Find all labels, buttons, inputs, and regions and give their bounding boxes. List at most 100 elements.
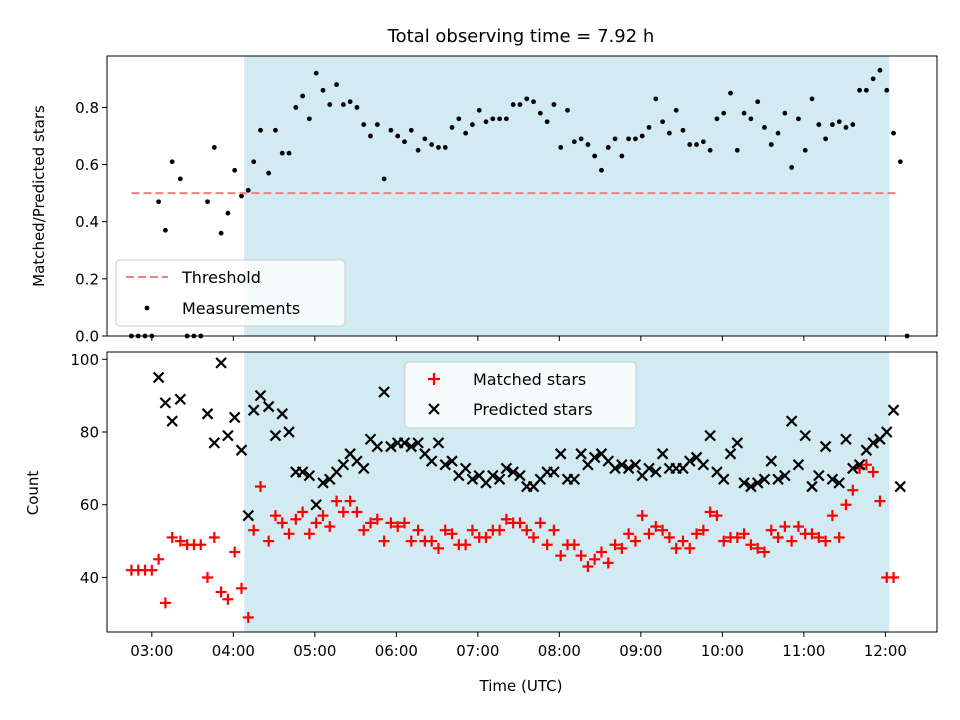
predicted-star-point <box>276 408 289 420</box>
legend-matched-swatch <box>428 373 440 385</box>
measurement-point <box>551 102 557 107</box>
predicted-star-point <box>235 444 248 456</box>
predicted-star-point <box>867 437 879 449</box>
measurement-point <box>313 70 319 76</box>
matched-star-point <box>351 506 363 518</box>
predicted-star-point <box>514 469 526 482</box>
measurement-point <box>734 147 740 153</box>
matched-star-point <box>460 539 472 551</box>
predicted-star-point <box>201 408 214 420</box>
measurement-point <box>884 87 890 93</box>
measurement-point <box>293 105 299 110</box>
matched-star-point <box>283 528 295 540</box>
x-tick-label: 03:00 <box>130 642 173 660</box>
measurement-point <box>368 133 373 139</box>
top-x-ticks <box>151 336 886 341</box>
matched-star-point <box>670 542 682 554</box>
measurement-point <box>483 119 489 125</box>
measurement-point <box>273 127 278 133</box>
predicted-star-point <box>554 448 567 460</box>
matched-star-point <box>548 524 560 536</box>
top-y-ticks: 0.0 0.2 0.4 0.6 0.8 <box>75 99 107 346</box>
matched-star-point <box>745 539 757 551</box>
measurement-point <box>863 87 869 93</box>
measurement-point <box>721 110 727 116</box>
matched-star-point <box>609 539 621 551</box>
matched-star-point <box>153 553 165 565</box>
measurement-point <box>639 133 645 139</box>
matched-star-point <box>568 539 580 551</box>
measurement-point <box>748 116 754 122</box>
measurement-point <box>177 176 183 182</box>
matched-star-point <box>466 524 478 536</box>
measurement-point <box>599 167 604 173</box>
matched-star-point <box>691 528 703 540</box>
predicted-star-point <box>724 448 737 460</box>
y-tick-label: 0.0 <box>75 328 99 346</box>
matched-star-point <box>392 521 404 533</box>
measurement-point <box>524 96 530 102</box>
measurement-point <box>680 127 686 133</box>
matched-star-point <box>623 528 635 540</box>
matched-star-point <box>166 531 178 543</box>
predicted-star-point <box>846 462 859 475</box>
predicted-star-point <box>622 462 635 475</box>
matched-star-point <box>337 506 349 518</box>
measurement-point <box>402 139 407 145</box>
predicted-star-point <box>425 455 438 467</box>
measurement-point <box>347 99 353 105</box>
measurement-point <box>300 93 306 99</box>
matched-star-points <box>125 459 900 623</box>
measurement-point <box>809 96 815 102</box>
predicted-star-point <box>616 458 628 471</box>
top-legend: Threshold Measurements <box>115 259 346 327</box>
matched-star-point <box>310 517 322 529</box>
measurement-point <box>510 102 516 107</box>
matched-star-point <box>643 528 655 540</box>
measurement-point <box>531 99 536 105</box>
measurement-point <box>789 165 795 170</box>
predicted-star-point <box>609 462 621 475</box>
measurement-point <box>728 90 733 96</box>
predicted-star-point <box>405 440 418 453</box>
measurement-point <box>626 136 632 142</box>
predicted-star-point <box>779 469 791 482</box>
measurement-point <box>374 122 380 127</box>
measurement-point <box>605 145 611 150</box>
matched-star-point <box>439 524 451 536</box>
measurement-point <box>768 142 774 147</box>
predicted-star-point <box>398 437 411 449</box>
measurement-point <box>503 116 509 122</box>
measurement-point <box>415 147 421 153</box>
measurement-point <box>653 96 659 102</box>
matched-star-point <box>385 517 397 529</box>
predicted-star-point <box>629 458 642 471</box>
legend-matched-label: Matched stars <box>473 370 586 389</box>
predicted-star-point <box>208 437 221 449</box>
legend-threshold-label: Threshold <box>181 268 261 287</box>
measurement-point <box>714 116 720 122</box>
predicted-star-point <box>772 473 784 486</box>
matched-star-point <box>718 535 730 547</box>
top-axes-frame <box>106 55 938 337</box>
predicted-star-point <box>548 466 560 478</box>
measurement-point <box>891 130 896 136</box>
measurement-point <box>558 145 564 150</box>
measurement-point <box>897 159 903 165</box>
matched-star-point <box>677 535 689 547</box>
matched-star-point <box>480 531 492 543</box>
matched-star-point <box>521 524 533 536</box>
measurement-point <box>163 227 168 233</box>
matched-star-point <box>371 513 383 525</box>
measurement-point <box>694 142 699 147</box>
measurement-point <box>816 122 822 127</box>
predicted-star-point <box>745 480 757 493</box>
predicted-star-point <box>799 429 812 442</box>
measurement-point <box>388 127 394 133</box>
top-panel: 0.0 0.2 0.4 0.6 0.8 Total observing time = 7… <box>30 26 938 346</box>
matched-star-point <box>365 517 377 529</box>
matched-star-point <box>575 550 587 562</box>
predicted-star-point <box>588 451 601 464</box>
predicted-star-point <box>296 466 309 478</box>
bottom-legend: Matched stars Predicted stars <box>404 361 637 429</box>
